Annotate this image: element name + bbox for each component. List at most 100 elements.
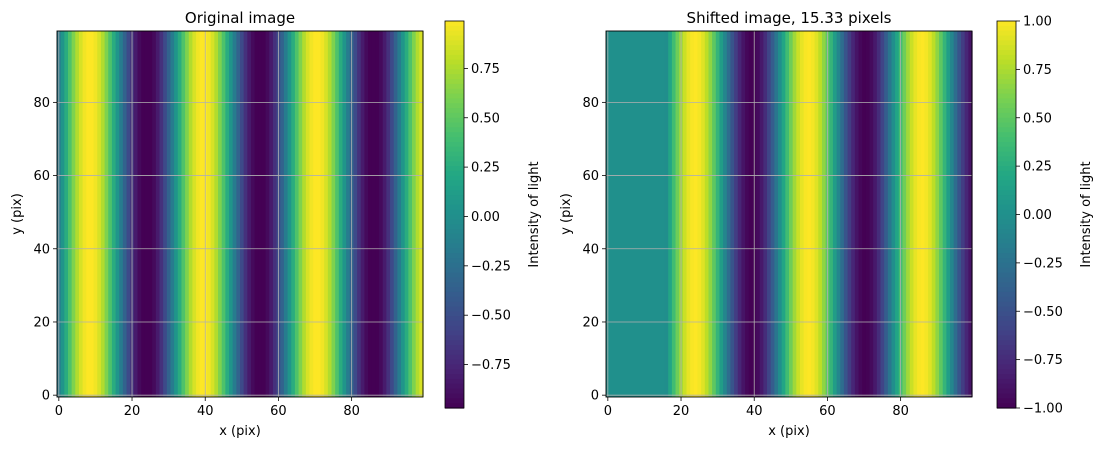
panel1-image-column bbox=[382, 31, 387, 397]
panel2-image-column bbox=[741, 31, 746, 397]
panel1-image-column bbox=[192, 31, 197, 397]
panel2-colorbar-band bbox=[997, 248, 1016, 254]
panel1-image-column bbox=[415, 31, 420, 397]
panel2-colorbar-band bbox=[997, 30, 1016, 37]
panel1-colorbar-band bbox=[445, 393, 464, 399]
panel2-image-column bbox=[942, 31, 947, 397]
panel2-image-column bbox=[924, 31, 929, 397]
panel1-colorbar-tick-label: −0.50 bbox=[471, 309, 511, 324]
panel1-image-column bbox=[371, 31, 377, 397]
panel1-image-column bbox=[115, 31, 120, 397]
panel1-image-column bbox=[71, 31, 76, 397]
panel2-x-tick-label: 60 bbox=[819, 404, 836, 419]
panel2-colorbar-band bbox=[997, 98, 1016, 104]
panel1-colorbar-band bbox=[445, 74, 464, 80]
panel2-colorbar-band bbox=[997, 175, 1016, 182]
panel2-image-column bbox=[756, 31, 761, 397]
panel1-colorbar-band bbox=[445, 170, 464, 177]
panel2-colorbar-band bbox=[997, 25, 1016, 32]
panel2-image-column bbox=[646, 31, 651, 397]
panel1-image-column bbox=[280, 31, 285, 397]
panel1-image-column bbox=[152, 31, 157, 397]
panel2-x-tick-label: 80 bbox=[892, 404, 909, 419]
panel1-colorbar-band bbox=[445, 25, 464, 32]
panel2-colorbar-band bbox=[997, 330, 1016, 337]
panel1-colorbar-band bbox=[445, 156, 464, 162]
panel2-image-column bbox=[745, 31, 750, 397]
panel2-colorbar-band bbox=[997, 224, 1016, 230]
panel1-colorbar-band bbox=[445, 103, 464, 109]
panel1-image-column bbox=[243, 31, 248, 397]
panel2-title: Shifted image, 15.33 pixels bbox=[687, 9, 892, 27]
panel2-colorbar-band bbox=[997, 243, 1016, 249]
panel2-image-column bbox=[653, 31, 658, 397]
panel2-colorbar-band bbox=[997, 253, 1016, 259]
panel2-colorbar-band bbox=[997, 393, 1016, 399]
panel2-image-column bbox=[785, 31, 790, 397]
panel1-image-column bbox=[232, 31, 237, 397]
panel1-image-column bbox=[108, 31, 113, 397]
panel1-image-column bbox=[174, 31, 179, 397]
panel1-colorbar-band bbox=[445, 287, 464, 293]
panel2-image-column bbox=[950, 31, 955, 397]
panel1-colorbar-band bbox=[445, 88, 464, 95]
panel2-colorbar-band bbox=[997, 35, 1016, 41]
panel2-colorbar-band bbox=[997, 74, 1016, 80]
panel1-x-tick-label: 60 bbox=[270, 404, 287, 419]
panel1-image-column bbox=[346, 31, 351, 397]
panel1-colorbar-band bbox=[445, 40, 464, 46]
panel2-colorbar-band bbox=[997, 83, 1016, 90]
panel1-colorbar-band bbox=[445, 277, 464, 283]
panel2-colorbar-band bbox=[997, 141, 1016, 148]
panel1-image-column bbox=[331, 31, 336, 397]
panel2-colorbar-band bbox=[997, 209, 1016, 216]
panel1-colorbar-band bbox=[445, 267, 464, 274]
panel2-image-column bbox=[851, 31, 856, 397]
panel1-image-column bbox=[393, 31, 398, 397]
panel2-image-column bbox=[964, 31, 969, 397]
panel1-colorbar-band bbox=[445, 291, 464, 298]
panel1-image-column bbox=[397, 31, 402, 397]
panel2-colorbar-band bbox=[997, 311, 1016, 317]
panel1-colorbar-band bbox=[445, 108, 464, 114]
panel2-colorbar-band bbox=[997, 277, 1016, 283]
panel1-colorbar-band bbox=[445, 345, 464, 351]
panel1-colorbar-band bbox=[445, 282, 464, 288]
panel1-image-column bbox=[100, 31, 106, 397]
panel1-y-tick-label: 20 bbox=[33, 315, 50, 330]
panel2-image-column bbox=[917, 31, 922, 397]
panel2-image-column bbox=[649, 31, 655, 397]
panel1-image-column bbox=[283, 31, 289, 397]
panel1-image-column bbox=[188, 31, 194, 397]
panel1-colorbar-band bbox=[445, 151, 464, 158]
panel2-colorbar-band bbox=[997, 301, 1016, 308]
panel2-colorbar-band bbox=[997, 340, 1016, 346]
panel1-colorbar-band bbox=[445, 21, 464, 27]
panel1-colorbar-band bbox=[445, 127, 464, 133]
panel2-image-column bbox=[920, 31, 926, 397]
panel1-image-column bbox=[122, 31, 128, 397]
panel1-colorbar-tick-label: 0.00 bbox=[471, 210, 500, 225]
panel1-image-column bbox=[218, 31, 223, 397]
panel2-image-column bbox=[616, 31, 622, 397]
panel2-colorbar-tick-label: −0.75 bbox=[1023, 353, 1063, 368]
panel1-image-column bbox=[294, 31, 300, 397]
panel2-image-column bbox=[734, 31, 739, 397]
panel1-colorbar-band bbox=[445, 369, 464, 375]
panel2-image-column bbox=[759, 31, 764, 397]
panel2-colorbar-band bbox=[997, 45, 1016, 51]
panel2-colorbar-band bbox=[997, 122, 1016, 129]
panel1-colorbar-band bbox=[445, 248, 464, 254]
panel2-colorbar-band bbox=[997, 296, 1016, 303]
panel1-image-column bbox=[236, 31, 241, 397]
panel1-image-column bbox=[338, 31, 344, 397]
panel2-image-column bbox=[803, 31, 808, 397]
panel2-colorbar-band bbox=[997, 64, 1016, 70]
panel1-image-column bbox=[181, 31, 186, 397]
panel2-colorbar-band bbox=[997, 195, 1016, 201]
panel1-image-column bbox=[287, 31, 292, 397]
panel2-image-column bbox=[609, 31, 614, 397]
panel1-colorbar-band bbox=[445, 374, 464, 380]
panel1-colorbar-band bbox=[445, 117, 464, 124]
